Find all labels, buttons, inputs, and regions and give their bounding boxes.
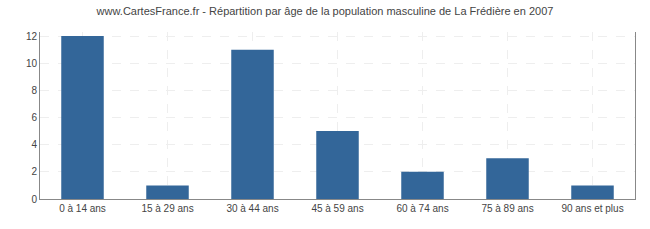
svg-text:60 à 74 ans: 60 à 74 ans: [396, 203, 448, 214]
svg-text:6: 6: [31, 112, 37, 123]
svg-text:30 à 44 ans: 30 à 44 ans: [226, 203, 278, 214]
svg-text:8: 8: [31, 85, 37, 96]
svg-text:75 à 89 ans: 75 à 89 ans: [481, 203, 533, 214]
svg-text:2: 2: [31, 166, 37, 177]
svg-text:0: 0: [31, 194, 37, 205]
svg-text:4: 4: [31, 139, 37, 150]
svg-text:45 à 59 ans: 45 à 59 ans: [311, 203, 363, 214]
svg-text:15 à 29 ans: 15 à 29 ans: [141, 203, 193, 214]
svg-text:0 à 14 ans: 0 à 14 ans: [59, 203, 106, 214]
svg-text:90 ans et plus: 90 ans et plus: [561, 203, 623, 214]
svg-text:12: 12: [26, 31, 38, 42]
svg-text:10: 10: [26, 58, 38, 69]
svg-text:www.CartesFrance.fr - Répartit: www.CartesFrance.fr - Répartition par âg…: [96, 5, 554, 17]
